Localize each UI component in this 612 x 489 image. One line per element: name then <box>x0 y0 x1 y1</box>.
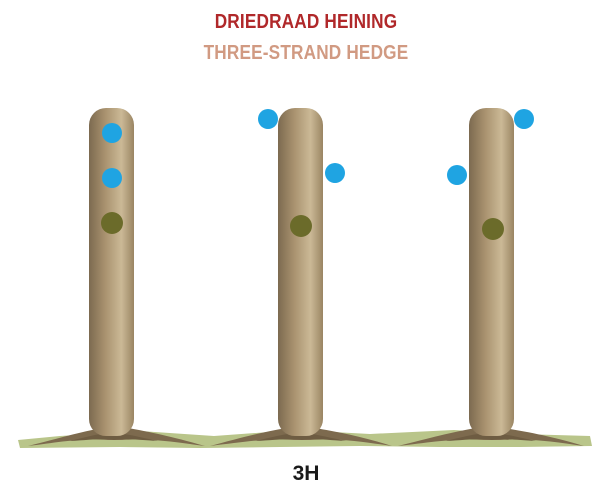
wire-strand-2b <box>325 163 345 183</box>
roots-1b <box>70 433 158 441</box>
green-strand-1 <box>101 212 123 234</box>
post-2 <box>210 108 392 446</box>
wire-strand-1b <box>102 168 122 188</box>
title-primary: DRIEDRAAD HEINING <box>214 11 398 33</box>
green-strand-2 <box>290 215 312 237</box>
post-body-1 <box>89 108 134 436</box>
roots-3b <box>446 433 536 441</box>
title-secondary: THREE-STRAND HEDGE <box>203 42 409 64</box>
post-3 <box>398 108 584 446</box>
diagram-caption: 3H <box>292 462 320 485</box>
post-1 <box>28 108 205 446</box>
post-body-3 <box>469 108 514 436</box>
wire-strand-3a <box>514 109 534 129</box>
wire-strand-3b <box>447 165 467 185</box>
wire-strand-1a <box>102 123 122 143</box>
roots-2b <box>256 433 346 441</box>
post-body-2 <box>278 108 323 436</box>
green-strand-3 <box>482 218 504 240</box>
wire-strand-2a <box>258 109 278 129</box>
